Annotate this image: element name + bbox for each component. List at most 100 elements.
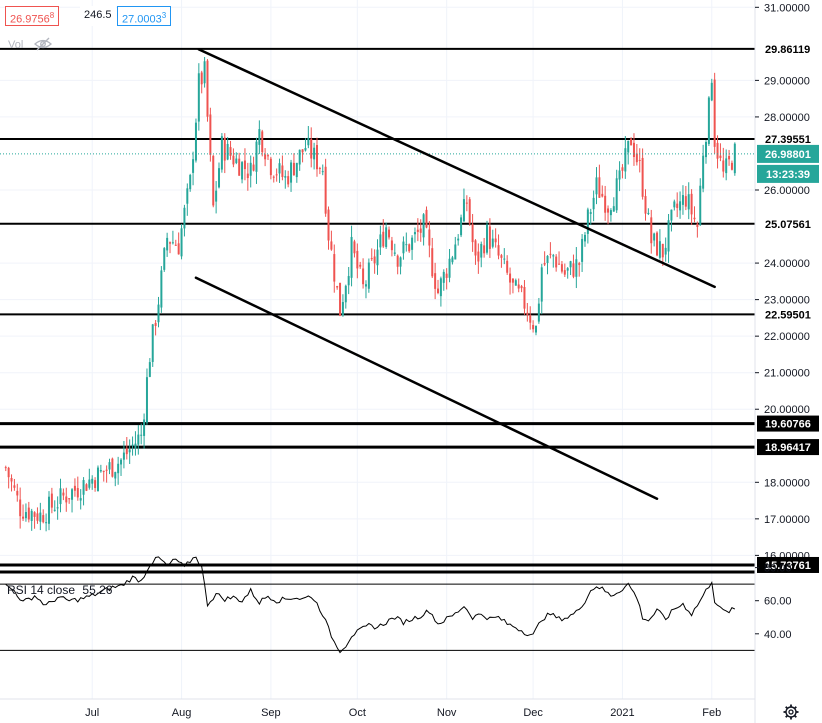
candle-145 [422, 213, 425, 246]
candle-body [278, 163, 281, 174]
candle-body [705, 141, 708, 158]
candle-body [601, 193, 604, 197]
x-tick-label-5: Dec [523, 707, 543, 719]
candle-body [128, 449, 131, 453]
candle-21 [65, 487, 68, 512]
candle-body [722, 160, 725, 172]
candle-71 [209, 107, 212, 162]
candle-165 [480, 241, 483, 268]
candle-body [716, 142, 719, 159]
candle-215 [624, 136, 627, 179]
candle-body [269, 158, 272, 176]
spread-value: 246.5 [80, 6, 116, 26]
rsi-legend[interactable]: RSI 14 close 55.26 [7, 583, 116, 597]
volume-label: Vol [8, 39, 24, 51]
candle-202 [586, 207, 589, 244]
candle-223 [647, 208, 650, 216]
candle-body [99, 470, 102, 472]
candle-121 [353, 239, 356, 258]
candle-body [169, 242, 172, 244]
candle-161 [468, 197, 471, 226]
candle-200 [581, 234, 584, 272]
candle-body [160, 270, 163, 308]
candle-body [310, 138, 313, 159]
candle-76 [223, 133, 226, 174]
candle-45 [134, 431, 137, 456]
candle-205 [595, 167, 598, 205]
candle-body [203, 61, 206, 84]
candle-253 [733, 142, 736, 176]
candle-body [19, 499, 22, 517]
candle-201 [583, 232, 586, 247]
candle-body [281, 165, 284, 178]
candle-103 [301, 149, 304, 163]
candle-31 [94, 477, 97, 492]
gear-icon[interactable] [783, 704, 799, 720]
candle-70 [206, 59, 209, 122]
candle-179 [520, 284, 523, 293]
candle-236 [684, 185, 687, 211]
candle-body [111, 458, 114, 477]
candle-body [379, 234, 382, 248]
ask-price-box[interactable]: 27.00033 [117, 6, 172, 26]
candle-18 [56, 496, 59, 520]
price-axis[interactable]: 31.00000 29.00000 28.00000 26.00000 24.00000… [754, 0, 822, 723]
candle-body [566, 268, 569, 271]
bid-price-box[interactable]: 26.97568 [5, 6, 60, 26]
candle-body [713, 79, 716, 147]
candle-body [434, 273, 437, 289]
current-price-label-bg [757, 144, 819, 163]
candle-body [581, 238, 584, 262]
candle-body [321, 171, 324, 173]
candle-body [546, 255, 549, 263]
candle-body [200, 72, 203, 85]
candle-61 [180, 223, 183, 260]
candle-58 [171, 230, 174, 245]
candle-242 [702, 144, 705, 193]
candle-body [114, 472, 117, 479]
candle-body [304, 147, 307, 151]
candle-181 [526, 302, 529, 322]
candle-49 [145, 368, 148, 425]
candle-211 [612, 197, 615, 212]
candle-body [218, 168, 221, 188]
candle-body [658, 241, 661, 258]
candle-9 [30, 508, 33, 531]
candle-168 [488, 218, 491, 258]
candle-108 [315, 137, 318, 177]
candle-172 [500, 253, 503, 268]
time-axis[interactable]: Jul Aug Sep Oct Nov Dec 2021 Feb [0, 698, 755, 719]
candle-body [624, 148, 627, 172]
candle-body [676, 203, 679, 208]
candle-body [333, 254, 336, 282]
candle-body [243, 160, 246, 170]
candle-body [177, 243, 180, 255]
candle-133 [388, 226, 391, 240]
candle-83 [243, 148, 246, 181]
candle-50 [148, 358, 151, 378]
x-tick-label-7: Feb [702, 707, 721, 719]
candle-body [609, 210, 612, 216]
candle-169 [491, 229, 494, 249]
level-label-bg-5 [757, 439, 819, 456]
candle-body [604, 195, 607, 213]
candle-body [494, 238, 497, 243]
x-tick-label-4: Nov [437, 707, 457, 719]
rsi-value: 55.26 [82, 583, 113, 597]
candle-body [315, 145, 318, 170]
candle-body [702, 155, 705, 189]
candle-body [232, 155, 235, 165]
y-tick-label-10: 17.00000 [764, 514, 810, 526]
candle-body [241, 162, 244, 180]
y-tick-label-5: 23.00000 [764, 295, 810, 307]
candle-body [313, 147, 316, 160]
candle-body [238, 158, 241, 176]
candle-body [468, 199, 471, 224]
candle-body [578, 263, 581, 265]
candle-113 [330, 230, 333, 251]
candle-209 [607, 205, 610, 225]
candle-17 [53, 500, 56, 512]
eye-crossed-icon[interactable] [34, 37, 52, 51]
candle-64 [189, 173, 192, 192]
